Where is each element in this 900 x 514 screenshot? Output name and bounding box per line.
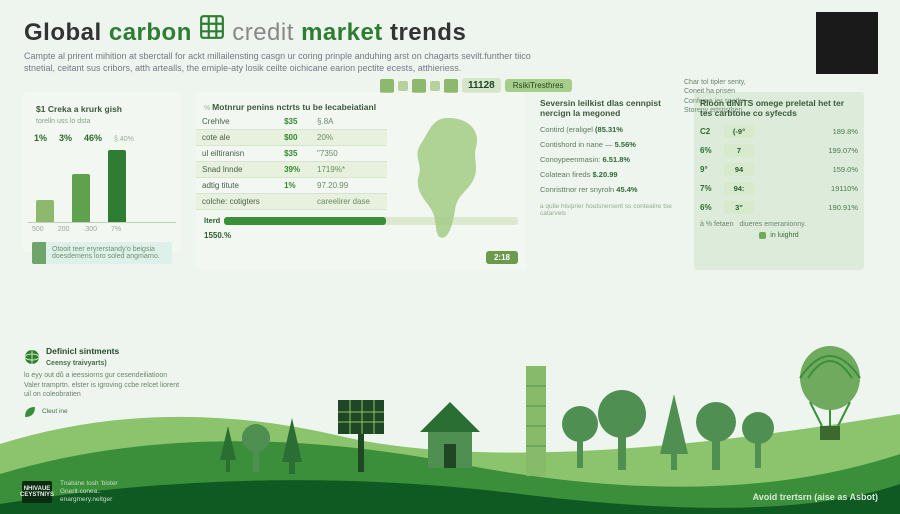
tree-row-icon — [560, 364, 780, 484]
list-item: Contishord in nane — 5.56% — [540, 137, 680, 152]
grid-icon — [199, 14, 225, 40]
region-map-icon — [390, 114, 520, 242]
table-row: 9°94159.0% — [700, 160, 858, 179]
footer-right: Avoid trertsrn (aise as Asbot) — [753, 492, 878, 502]
list-item: Conristtnor rer snyroln 45.4% — [540, 182, 680, 197]
stats-table-panel: Rloon diNiTS omege preletal het ter tes … — [694, 92, 864, 270]
header: Global carbon credit market trends Campt… — [0, 0, 900, 80]
bar-chart-panel: $1 Creka a krurk gish torelln uss lo dst… — [22, 92, 182, 252]
chart-note: Otooit teer eryrerstandy'o beigsia doesd… — [32, 242, 172, 264]
subtitle: Campte al prirent mihition at sberctall … — [24, 51, 564, 74]
table-row: 6%3"190.91% — [700, 198, 858, 217]
table-row: ul eiltiranisn$35"7350 — [196, 146, 387, 162]
page-title: Global carbon credit market trends — [24, 14, 466, 47]
balloon-icon — [790, 344, 870, 454]
leaf-icon — [24, 406, 36, 418]
solar-panel-icon — [330, 390, 400, 480]
table-row: colche: cotigterscareelirer dase — [196, 194, 387, 210]
bar — [108, 150, 126, 222]
stats-list-panel: Seversin leilkist dlas cennpist nercign … — [540, 92, 680, 270]
bar — [72, 174, 90, 222]
globe-icon — [24, 349, 40, 365]
side-info-box: Definicl sintments Ceensy traivyarts) lo… — [24, 340, 184, 418]
table-row: 7%94:19110% — [700, 179, 858, 198]
year-badge: 2:18 — [486, 251, 518, 264]
list-item: Conoypeenmasin: 6.51.8% — [540, 152, 680, 167]
table-row: Crehlve$35§.8A — [196, 114, 387, 130]
house-icon — [400, 372, 500, 482]
table-row: Snad lnnde39%1719%* — [196, 162, 387, 178]
table-map-panel: % Motnrur penins nctrts tu be lecabeiati… — [196, 92, 526, 270]
qr-code[interactable] — [816, 12, 878, 74]
table-row: C2(-9°189.8% — [700, 122, 858, 141]
table-row: cote ale$0020% — [196, 130, 387, 146]
data-table: Crehlve$35§.8Acote ale$0020%ul eiltirani… — [196, 114, 387, 210]
list-item: Colatean fireds $.20.99 — [540, 167, 680, 182]
list-item: Contird (eraligel (85.31% — [540, 122, 680, 137]
table-row: adtig titute1%97.20.99 — [196, 178, 387, 194]
footer-brand: NHIVAUE CEYSTNIYS Tnalsine tosh 'bister … — [22, 480, 118, 504]
illustration-band: Definicl sintments Ceensy traivyarts) lo… — [0, 324, 900, 514]
bar — [36, 200, 54, 222]
panels: $1 Creka a krurk gish torelln uss lo dst… — [0, 80, 900, 270]
trees-icon — [210, 380, 320, 480]
table-row: 6%7199.07% — [700, 141, 858, 160]
mini-blocks: 11128 RsikiTresthres — [380, 78, 572, 93]
